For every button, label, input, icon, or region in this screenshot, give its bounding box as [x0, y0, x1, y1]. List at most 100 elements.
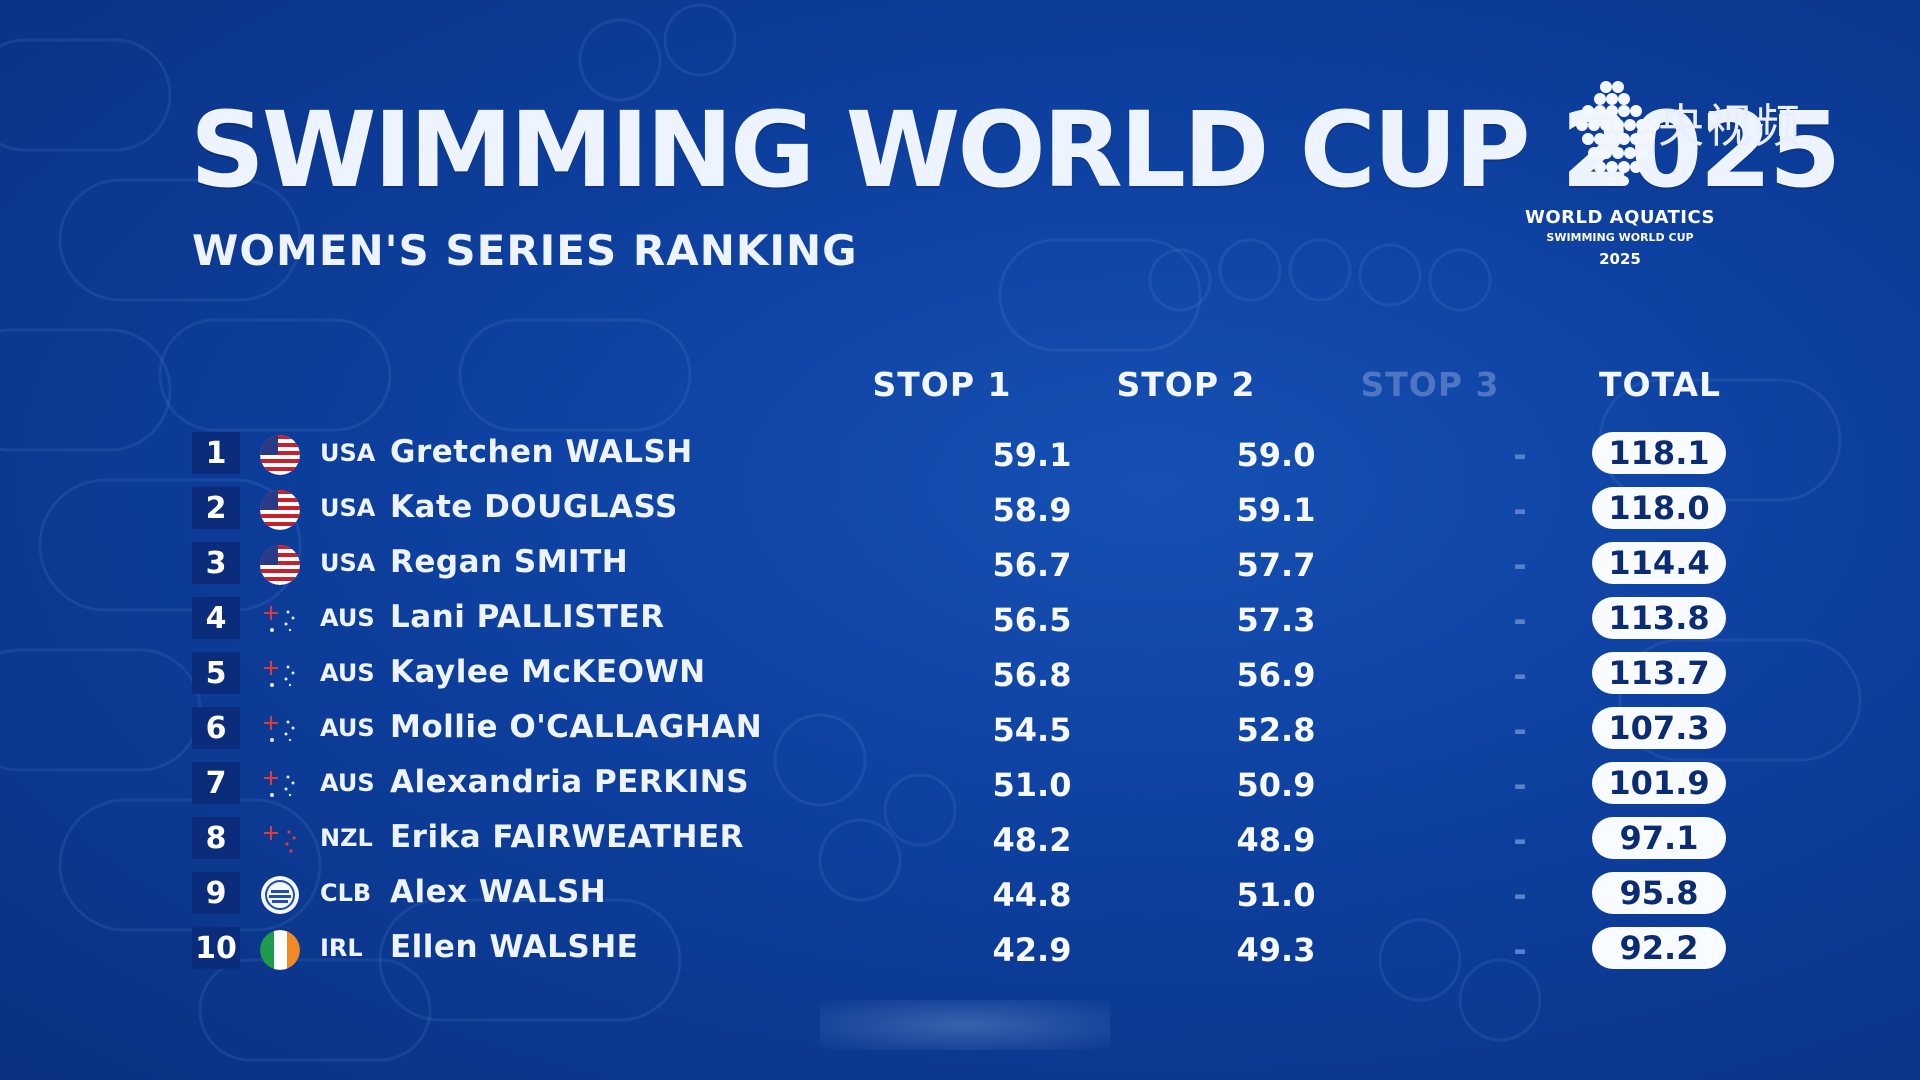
logo-text-swimming-world-cup: SWIMMING WORLD CUP: [1546, 231, 1694, 244]
rank-badge: 6: [192, 707, 240, 749]
table-row: 3 USA Regan SMITH 56.7 57.7 - 114.4: [192, 540, 1752, 595]
page-title: SWIMMING WORLD CUP 2025: [190, 89, 1841, 211]
stop1-points: 44.8: [992, 876, 1072, 914]
rank-badge: 8: [192, 817, 240, 859]
stop1-points: 56.8: [992, 656, 1072, 694]
total-points: 107.3: [1592, 707, 1726, 749]
rank-badge: 5: [192, 652, 240, 694]
aus-flag-icon: [264, 771, 295, 797]
rank-badge: 1: [192, 432, 240, 474]
stop1-points: 48.2: [992, 821, 1072, 859]
world-aquatics-emblem-icon: [1576, 81, 1660, 186]
athlete-name: Ellen WALSHE: [390, 929, 639, 965]
aus-flag-icon: [264, 606, 295, 632]
table-row: 1 USA Gretchen WALSH 59.1 59.0 - 118.1: [192, 430, 1752, 485]
nzl-flag-icon: [264, 826, 296, 853]
stop3-points: -: [1513, 546, 1527, 584]
stop3-points: -: [1513, 601, 1527, 639]
total-points: 92.2: [1592, 927, 1726, 969]
stop2-points: 51.0: [1236, 876, 1316, 914]
stop3-points: -: [1513, 821, 1527, 859]
athlete-name: Kate DOUGLASS: [390, 489, 678, 525]
column-header-stop2: STOP 2: [1116, 365, 1256, 404]
blurred-watermark: [820, 1000, 1110, 1050]
nation-code: USA: [320, 549, 376, 577]
total-points: 97.1: [1592, 817, 1726, 859]
stop3-points: -: [1513, 491, 1527, 529]
clb-flag-icon: [261, 876, 299, 914]
total-points: 113.7: [1592, 652, 1726, 694]
column-header-stop3: STOP 3: [1360, 365, 1500, 404]
stop2-points: 56.9: [1236, 656, 1316, 694]
athlete-name: Regan SMITH: [390, 544, 629, 580]
nation-code: NZL: [320, 824, 373, 852]
total-points: 113.8: [1592, 597, 1726, 639]
nation-code: AUS: [320, 659, 375, 687]
aus-flag-icon: [264, 661, 295, 687]
total-points: 95.8: [1592, 872, 1726, 914]
usa-flag-icon: [260, 490, 300, 530]
stop3-points: -: [1513, 766, 1527, 804]
rank-badge: 7: [192, 762, 240, 804]
table-row: 2 USA Kate DOUGLASS 58.9 59.1 - 118.0: [192, 485, 1752, 540]
stop1-points: 56.5: [992, 601, 1072, 639]
stop3-points: -: [1513, 711, 1527, 749]
stop3-points: -: [1513, 656, 1527, 694]
stop3-points: -: [1513, 876, 1527, 914]
logo-text-year: 2025: [1599, 250, 1641, 268]
column-header-stop1: STOP 1: [872, 365, 1012, 404]
rank-badge: 10: [192, 927, 240, 969]
stop2-points: 49.3: [1236, 931, 1316, 969]
stop1-points: 51.0: [992, 766, 1072, 804]
usa-flag-icon: [260, 545, 300, 585]
stop2-points: 50.9: [1236, 766, 1316, 804]
broadcaster-watermark: 央视频: [1658, 99, 1802, 153]
stop2-points: 52.8: [1236, 711, 1316, 749]
table-row: 8 NZL Erika FAIRWEATHER 48.2 48.9 - 97.1: [192, 815, 1752, 870]
stop2-points: 57.7: [1236, 546, 1316, 584]
stop3-points: -: [1513, 931, 1527, 969]
rank-badge: 3: [192, 542, 240, 584]
stop1-points: 42.9: [992, 931, 1072, 969]
stop1-points: 56.7: [992, 546, 1072, 584]
total-points: 118.0: [1592, 487, 1726, 529]
rank-badge: 4: [192, 597, 240, 639]
logo-text-world-aquatics: WORLD AQUATICS: [1524, 207, 1715, 228]
total-points: 114.4: [1592, 542, 1726, 584]
usa-flag-icon: [260, 435, 300, 475]
athlete-name: Gretchen WALSH: [390, 434, 693, 470]
rank-badge: 2: [192, 487, 240, 529]
stop1-points: 58.9: [992, 491, 1072, 529]
nation-code: USA: [320, 494, 376, 522]
nation-code: USA: [320, 439, 376, 467]
table-row: 4 AUS Lani PALLISTER 56.5 57.3 - 113.8: [192, 595, 1752, 650]
table-row: 7 AUS Alexandria PERKINS 51.0 50.9 - 101…: [192, 760, 1752, 815]
ranking-table: 1 USA Gretchen WALSH 59.1 59.0 - 118.1 2…: [192, 430, 1752, 980]
column-header-total: TOTAL: [1598, 365, 1722, 404]
athlete-name: Alex WALSH: [390, 874, 607, 910]
athlete-name: Mollie O'CALLAGHAN: [390, 709, 763, 745]
aus-flag-icon: [264, 716, 295, 742]
total-points: 101.9: [1592, 762, 1726, 804]
page-subtitle: WOMEN'S SERIES RANKING: [192, 226, 858, 275]
nation-code: AUS: [320, 769, 375, 797]
stop2-points: 59.0: [1236, 436, 1316, 474]
table-row: 6 AUS Mollie O'CALLAGHAN 54.5 52.8 - 107…: [192, 705, 1752, 760]
total-points: 118.1: [1592, 432, 1726, 474]
athlete-name: Erika FAIRWEATHER: [390, 819, 745, 855]
table-row: 5 AUS Kaylee McKEOWN 56.8 56.9 - 113.7: [192, 650, 1752, 705]
stop2-points: 57.3: [1236, 601, 1316, 639]
nation-code: AUS: [320, 604, 375, 632]
nation-code: AUS: [320, 714, 375, 742]
stop1-points: 54.5: [992, 711, 1072, 749]
table-row: 9 CLB Alex WALSH 44.8 51.0 - 95.8: [192, 870, 1752, 925]
athlete-name: Kaylee McKEOWN: [390, 654, 706, 690]
athlete-name: Lani PALLISTER: [390, 599, 665, 635]
nation-code: CLB: [320, 879, 372, 907]
stop1-points: 59.1: [992, 436, 1072, 474]
nation-code: IRL: [320, 934, 363, 962]
rank-badge: 9: [192, 872, 240, 914]
table-row: 10 IRL Ellen WALSHE 42.9 49.3 - 92.2: [192, 925, 1752, 980]
stop2-points: 59.1: [1236, 491, 1316, 529]
